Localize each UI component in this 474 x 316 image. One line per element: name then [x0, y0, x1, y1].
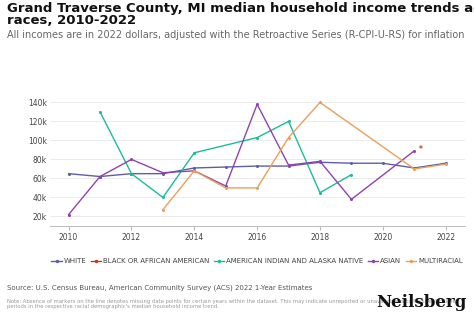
Text: *: *: [419, 145, 423, 155]
Text: Grand Traverse County, MI median household income trends across: Grand Traverse County, MI median househo…: [7, 2, 474, 15]
Text: Note: Absence of markers on the line denotes missing data points for certain yea: Note: Absence of markers on the line den…: [7, 299, 456, 309]
Text: Neilsberg: Neilsberg: [376, 294, 467, 311]
Text: races, 2010-2022: races, 2010-2022: [7, 14, 136, 27]
Legend: WHITE, BLACK OR AFRICAN AMERICAN, AMERICAN INDIAN AND ALASKA NATIVE, ASIAN, MULT: WHITE, BLACK OR AFRICAN AMERICAN, AMERIC…: [49, 256, 465, 267]
Text: Source: U.S. Census Bureau, American Community Survey (ACS) 2022 1-Year Estimate: Source: U.S. Census Bureau, American Com…: [7, 284, 312, 291]
Text: All incomes are in 2022 dollars, adjusted with the Retroactive Series (R-CPI-U-R: All incomes are in 2022 dollars, adjuste…: [7, 30, 465, 40]
